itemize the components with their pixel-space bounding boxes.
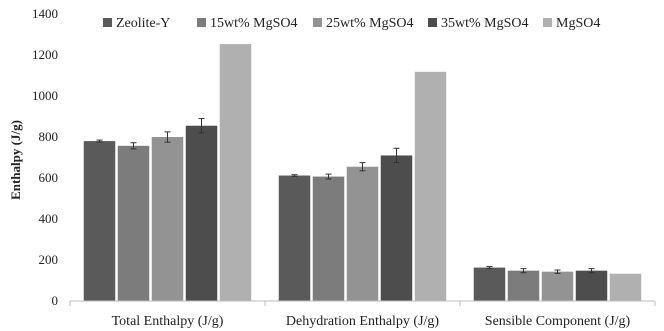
legend-swatch bbox=[543, 18, 552, 27]
category-label: Total Enthalpy (J/g) bbox=[112, 314, 224, 329]
y-tick-label: 600 bbox=[39, 170, 59, 185]
bar bbox=[541, 271, 574, 301]
bar bbox=[575, 270, 608, 301]
y-tick-label: 0 bbox=[52, 293, 59, 308]
legend-label: 25wt% MgSO4 bbox=[326, 16, 414, 31]
y-tick-label: 800 bbox=[39, 129, 59, 144]
bar bbox=[185, 125, 218, 301]
legend-label: Zeolite-Y bbox=[116, 16, 170, 31]
y-tick-label: 1400 bbox=[32, 6, 58, 21]
legend: Zeolite-Y 15wt% MgSO4 25wt% MgSO4 35wt% MgS… bbox=[103, 16, 600, 31]
legend-swatch bbox=[103, 18, 112, 27]
bar bbox=[380, 155, 413, 301]
legend-label: 15wt% MgSO4 bbox=[210, 16, 298, 31]
legend-swatch bbox=[197, 18, 206, 27]
y-axis-ticks: 0 200 400 600 800 1000 1200 1400 bbox=[32, 6, 58, 308]
bar bbox=[151, 137, 184, 301]
bar bbox=[346, 166, 379, 301]
y-tick-label: 200 bbox=[39, 252, 59, 267]
bar bbox=[507, 270, 540, 301]
y-tick-label: 400 bbox=[39, 211, 59, 226]
legend-swatch bbox=[428, 18, 437, 27]
legend-label: 35wt% MgSO4 bbox=[441, 16, 529, 31]
bar bbox=[473, 267, 506, 301]
bar bbox=[278, 175, 311, 301]
y-axis-label: Enthalpy (J/g) bbox=[8, 120, 23, 200]
y-tick-label: 1000 bbox=[32, 88, 58, 103]
bars bbox=[83, 44, 642, 301]
legend-swatch bbox=[313, 18, 322, 27]
category-labels: Total Enthalpy (J/g) Dehydration Enthalpy… bbox=[112, 314, 631, 329]
category-label: Sensible Component (J/g) bbox=[485, 314, 631, 329]
bar bbox=[83, 141, 116, 301]
error-bars bbox=[96, 118, 595, 274]
bar bbox=[117, 145, 150, 301]
y-tick-label: 1200 bbox=[32, 47, 58, 62]
legend-label: MgSO4 bbox=[556, 16, 600, 31]
bar bbox=[312, 176, 345, 301]
x-axis bbox=[69, 300, 656, 306]
bar bbox=[219, 44, 252, 301]
bar bbox=[414, 71, 447, 301]
category-label: Dehydration Enthalpy (J/g) bbox=[286, 314, 440, 329]
bar bbox=[609, 273, 642, 301]
